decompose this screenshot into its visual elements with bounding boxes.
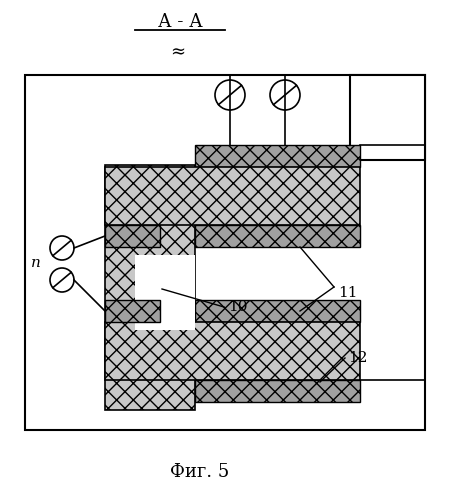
Text: А - А: А - А — [158, 13, 202, 31]
Bar — [195, 225, 360, 247]
Bar — [105, 300, 160, 322]
Bar — [195, 380, 360, 402]
Text: ≈: ≈ — [170, 43, 185, 61]
Text: n: n — [31, 256, 41, 270]
Text: Фиг. 5: Фиг. 5 — [170, 463, 230, 481]
Bar — [105, 165, 195, 410]
Bar — [25, 75, 425, 430]
Text: 10: 10 — [228, 300, 248, 314]
Bar — [105, 322, 360, 380]
Bar — [195, 145, 360, 167]
Text: 11: 11 — [338, 286, 358, 300]
Text: 12: 12 — [348, 351, 368, 365]
Bar — [135, 255, 195, 330]
Bar — [350, 75, 425, 160]
Bar — [195, 300, 360, 322]
Bar — [105, 225, 160, 247]
Bar — [105, 167, 360, 225]
